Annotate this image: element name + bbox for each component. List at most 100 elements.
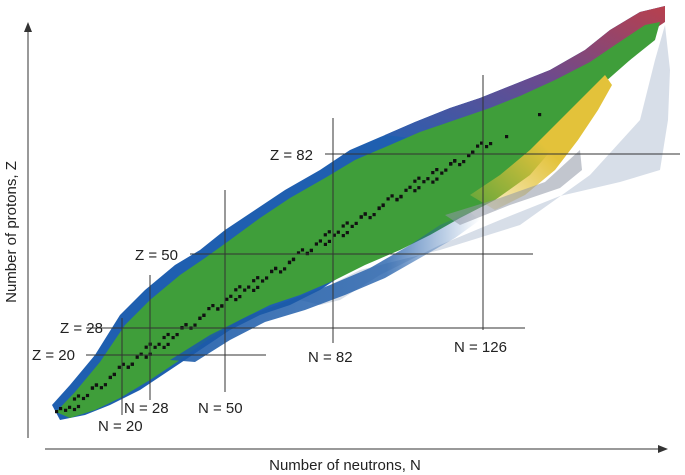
stable-nucleus [121,362,125,366]
stable-nucleus [193,323,197,327]
stable-nucleus [345,221,349,225]
stable-nucleus [108,375,112,379]
stable-nucleus [243,288,247,292]
stable-nucleus [171,336,175,340]
stable-nucleus [279,270,283,274]
stable-nucleus [184,323,188,327]
y-axis-arrow-icon [24,22,32,32]
stable-nucleus [139,352,143,356]
stable-nucleus [225,297,229,301]
region-neutron-rich-blue [170,212,480,362]
stable-nucleus [413,179,417,183]
stable-nucleus [59,407,63,411]
stable-nucleus [252,288,256,292]
stable-nucleus [162,335,166,340]
stable-nucleus [234,288,238,292]
stable-nucleus [175,333,179,337]
stable-nucleus [130,362,134,366]
stable-nucleus [238,295,242,299]
stable-nucleus [485,145,489,149]
stable-nucleus [399,195,403,199]
stable-nucleus [413,189,417,193]
label-n-28: N = 28 [124,400,169,417]
stable-nucleus [422,180,426,184]
stable-nucleus [64,408,68,412]
x-axis-title: Number of neutrons, N [269,457,421,474]
stable-nuclei-dots [55,113,542,414]
label-z-50: Z = 50 [135,247,178,264]
stable-nucleus [198,316,202,320]
stable-nucleus [162,345,166,349]
stable-nucleus [144,345,148,349]
stable-nucleus [359,215,363,219]
stable-nucleus [76,404,81,409]
stable-nucleus [274,267,278,271]
stable-nucleus [323,242,327,246]
stable-nucleus [404,188,408,192]
stable-nucleus [166,342,170,346]
stable-nucleus [440,171,444,175]
stable-nucleus [471,151,475,155]
stable-nucleus [444,168,448,172]
stable-nucleus [354,221,358,225]
magic-number-lines [86,75,680,415]
stable-nucleus [300,248,305,252]
stable-nucleus [287,261,292,265]
axes: Number of neutrons, N Number of protons,… [3,22,668,474]
stable-nucleus [229,294,233,298]
label-n-126: N = 126 [454,339,507,356]
stable-nucleus [211,304,215,308]
stable-nucleus [207,307,211,311]
stable-nucleus [381,203,385,208]
stable-nucleus [435,177,439,181]
stable-nucleus [476,144,480,148]
label-z-20: Z = 20 [32,347,75,364]
stable-nucleus [318,239,322,243]
stable-nucleus [462,160,466,164]
stable-nucleus [368,216,372,220]
stable-nucleus [90,386,94,390]
stable-nucleus [350,224,354,228]
stable-nucleus [426,177,430,181]
stable-nucleus [417,176,421,180]
stable-nucleus [480,141,484,145]
stable-nucleus [390,194,394,198]
stable-nucleus [314,242,318,246]
stable-nucleus [76,394,81,398]
stable-nucleus [265,276,269,280]
stable-nucleus [55,410,59,414]
stable-nucleus [202,313,206,317]
stable-nucleus [220,304,224,308]
stable-nucleus [81,396,86,401]
stable-nucleus [296,251,301,255]
x-axis-arrow-icon [658,445,668,453]
stable-nucleus [363,212,367,216]
stable-nucleus [417,186,421,190]
label-n-50: N = 50 [198,400,243,417]
label-z-82: Z = 82 [270,147,313,164]
stable-nucleus [489,142,493,146]
stable-nucleus [85,393,90,398]
stable-nucleus [135,355,139,359]
stable-nucleus [327,230,331,234]
stable-nucleus [144,355,148,359]
stable-nucleus [99,386,103,390]
stable-nucleus [94,383,98,387]
stable-nucleus [505,135,509,139]
stable-nucleus [431,171,435,175]
stable-nucleus [467,154,471,158]
stable-nucleus [435,168,439,172]
stable-nucleus [332,233,336,237]
stable-nucleus [309,249,313,253]
stable-nucleus [270,270,274,274]
stable-nucleus [68,405,72,409]
stable-nucleus [72,397,77,401]
region-heavy-purple-red [385,6,665,138]
stable-nucleus [291,258,296,262]
label-n-82: N = 82 [308,349,353,366]
stable-nucleus [252,279,256,283]
stable-nucleus [453,159,457,163]
stable-nucleus [238,285,242,289]
stable-nucleus [157,342,161,346]
